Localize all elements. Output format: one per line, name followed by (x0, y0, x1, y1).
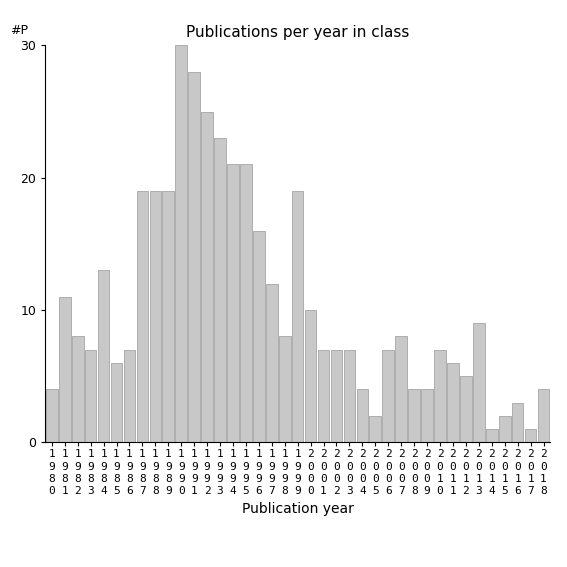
Bar (266, 284, 278, 442)
Text: #P: #P (10, 24, 28, 37)
Bar (59, 297, 70, 442)
Bar (434, 350, 446, 442)
Bar (188, 72, 200, 442)
Bar (253, 231, 265, 442)
Title: Publications per year in class: Publications per year in class (186, 25, 409, 40)
Bar (175, 45, 187, 442)
Bar (137, 191, 148, 442)
Bar (318, 350, 329, 442)
Bar (124, 350, 136, 442)
Bar (163, 191, 174, 442)
Bar (292, 191, 303, 442)
Bar (370, 416, 381, 442)
Bar (227, 164, 239, 442)
Bar (305, 310, 316, 442)
Bar (524, 429, 536, 442)
Bar (473, 323, 485, 442)
Bar (382, 350, 394, 442)
Bar (395, 336, 407, 442)
Bar (460, 376, 472, 442)
Bar (214, 138, 226, 442)
Bar (46, 390, 58, 442)
Bar (538, 390, 549, 442)
X-axis label: Publication year: Publication year (242, 502, 354, 516)
Bar (357, 390, 368, 442)
Bar (98, 270, 109, 442)
Bar (111, 363, 122, 442)
Bar (72, 336, 83, 442)
Bar (201, 112, 213, 442)
Bar (85, 350, 96, 442)
Bar (331, 350, 342, 442)
Bar (408, 390, 420, 442)
Bar (499, 416, 510, 442)
Bar (421, 390, 433, 442)
Bar (344, 350, 356, 442)
Bar (150, 191, 161, 442)
Bar (486, 429, 498, 442)
Bar (447, 363, 459, 442)
Bar (240, 164, 252, 442)
Bar (512, 403, 523, 442)
Bar (279, 336, 290, 442)
